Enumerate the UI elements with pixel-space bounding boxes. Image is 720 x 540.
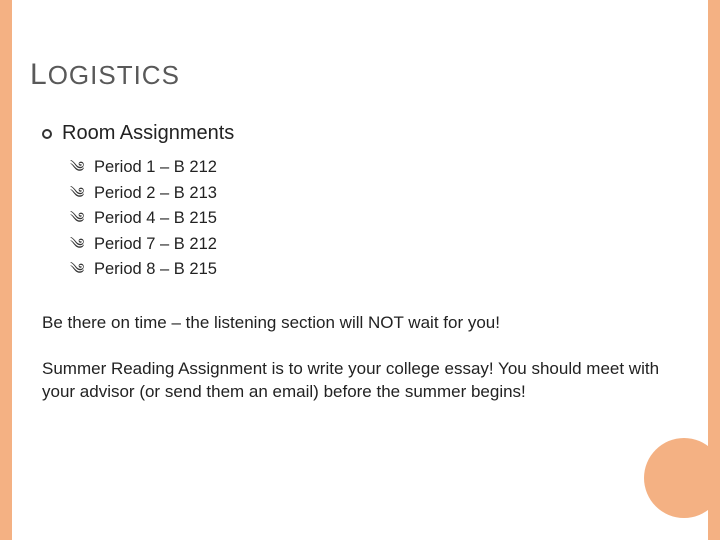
accent-circle (644, 438, 720, 518)
accent-border-left (0, 0, 12, 540)
swirl-bullet-icon: ༄ (70, 233, 88, 256)
title-first-letter: L (30, 58, 48, 91)
list-item-text: Period 7 – B 212 (94, 232, 217, 258)
list-item-text: Period 4 – B 215 (94, 206, 217, 232)
slide-content: LOGISTICS Room Assignments ༄ Period 1 – … (30, 58, 690, 404)
swirl-bullet-icon: ༄ (70, 258, 88, 281)
swirl-bullet-icon: ༄ (70, 156, 88, 179)
slide-title: LOGISTICS (30, 58, 690, 92)
section-room-assignments: Room Assignments ༄ Period 1 – B 212 ༄ Pe… (42, 122, 690, 283)
paragraph-warning: Be there on time – the listening section… (42, 311, 662, 335)
swirl-bullet-icon: ༄ (70, 182, 88, 205)
list-item-text: Period 2 – B 213 (94, 181, 217, 207)
title-rest: OGISTICS (48, 60, 180, 90)
list-item: ༄ Period 1 – B 212 (70, 155, 690, 181)
list-item: ༄ Period 2 – B 213 (70, 181, 690, 207)
list-item: ༄ Period 8 – B 215 (70, 257, 690, 283)
section-heading: Room Assignments (42, 122, 690, 145)
room-list: ༄ Period 1 – B 212 ༄ Period 2 – B 213 ༄ … (70, 155, 690, 283)
section-heading-text: Room Assignments (62, 122, 234, 145)
list-item: ༄ Period 4 – B 215 (70, 206, 690, 232)
list-item-text: Period 8 – B 215 (94, 257, 217, 283)
list-item: ༄ Period 7 – B 212 (70, 232, 690, 258)
paragraph-summer: Summer Reading Assignment is to write yo… (42, 357, 662, 405)
list-item-text: Period 1 – B 212 (94, 155, 217, 181)
swirl-bullet-icon: ༄ (70, 207, 88, 230)
bullet-circle-icon (42, 129, 52, 139)
